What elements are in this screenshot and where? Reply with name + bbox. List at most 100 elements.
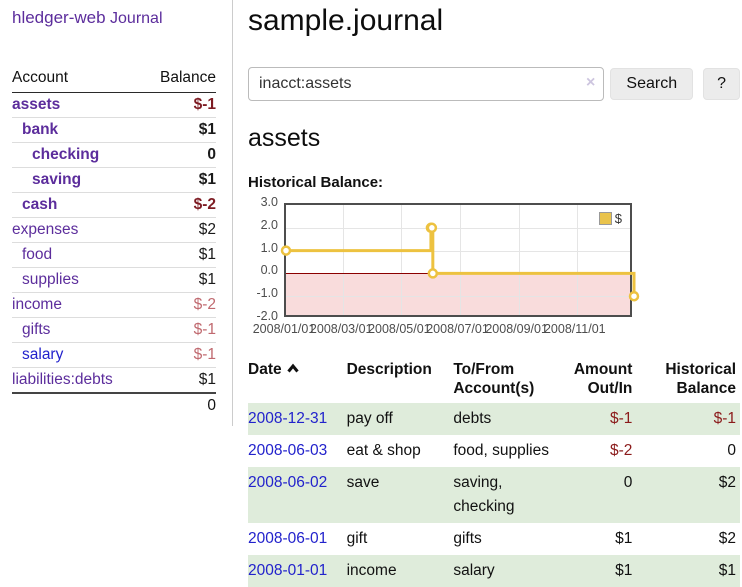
register-balance-cell: $-1 — [713, 409, 736, 427]
account-link[interactable]: gifts — [22, 321, 51, 338]
register-balance-cell: $1 — [718, 561, 736, 579]
gridline — [518, 205, 520, 315]
gridline — [459, 205, 461, 315]
chart-title: Historical Balance: — [248, 174, 384, 191]
sidebar-account-row: saving $1 — [12, 167, 216, 192]
transaction-date-link[interactable]: 2008-12-31 — [248, 409, 328, 427]
register-date-cell: 2008-12-31 — [248, 403, 347, 435]
chart-point — [628, 290, 640, 302]
main-content: sample.journal × Search ? assets Histori… — [248, 0, 740, 587]
account-link[interactable]: cash — [22, 196, 58, 213]
register-balance-cell: $2 — [718, 529, 736, 547]
y-axis-label: -1.0 — [256, 286, 278, 301]
transaction-date-link[interactable]: 2008-06-01 — [248, 529, 328, 547]
y-axis-label: 0.0 — [260, 263, 278, 278]
account-link[interactable]: bank — [22, 121, 59, 138]
gridline — [286, 250, 630, 252]
sidebar-account-row: salary $-1 — [12, 342, 216, 367]
account-link[interactable]: expenses — [12, 221, 79, 238]
sidebar: hledger-web Journal Account Balance asse… — [0, 0, 233, 426]
gridline — [286, 227, 630, 229]
account-link[interactable]: supplies — [22, 271, 79, 288]
chart-point — [426, 222, 438, 234]
account-column-label: Account — [12, 69, 69, 86]
register-balance-cell: 0 — [727, 441, 736, 459]
account-link[interactable]: liabilities:debts — [12, 371, 113, 388]
transaction-date-link[interactable]: 2008-06-03 — [248, 441, 328, 459]
page-title: sample.journal — [248, 4, 444, 37]
register-description-cell: income — [346, 561, 397, 579]
register-description-cell: eat & shop — [346, 441, 421, 459]
account-balance: 0 — [207, 146, 216, 163]
x-axis-label: 2008/07/01 — [426, 322, 489, 336]
chart-legend: $ — [597, 211, 623, 226]
register-amount-cell: $1 — [615, 561, 633, 579]
register-description-cell: gift — [346, 529, 368, 547]
sidebar-account-row: income $-2 — [12, 292, 216, 317]
app-title-link[interactable]: hledger-web — [12, 8, 106, 27]
transaction-date-link[interactable]: 2008-01-01 — [248, 561, 328, 579]
account-balance: $-1 — [193, 346, 216, 363]
register-amount-cell: $-1 — [609, 409, 633, 427]
account-link[interactable]: food — [22, 246, 53, 263]
y-axis-label: 1.0 — [260, 240, 278, 255]
search-help-button[interactable]: ? — [703, 68, 740, 100]
x-axis-label: 2008/03/01 — [309, 322, 373, 336]
transaction-date-link[interactable]: 2008-06-02 — [248, 473, 328, 491]
chart-plot: $ — [280, 203, 640, 317]
account-tree: assets $-1 bank $1 checking 0 saving $1 cash $-2 e… — [12, 93, 216, 394]
account-link[interactable]: income — [12, 296, 62, 313]
account-balance: $2 — [198, 221, 216, 238]
legend-label: $ — [614, 211, 622, 226]
account-tree-total: 0 — [207, 397, 216, 414]
clear-search-icon[interactable]: × — [586, 74, 596, 91]
account-heading: assets — [248, 124, 321, 152]
register-date-cell: 2008-06-02 — [248, 467, 347, 523]
account-balance: $-1 — [193, 321, 216, 338]
account-balance: $1 — [198, 121, 216, 138]
register-accounts-cell: debts — [453, 409, 492, 427]
search-form: × Search ? — [248, 67, 740, 101]
account-link[interactable]: saving — [32, 171, 82, 188]
register-amount-cell: $1 — [615, 529, 633, 547]
account-balance: $-2 — [193, 296, 216, 313]
account-balance: $-1 — [193, 96, 216, 113]
account-link[interactable]: checking — [32, 146, 100, 163]
account-balance: $1 — [198, 371, 216, 388]
x-axis-label: 2008/05/01 — [368, 322, 431, 336]
gridline — [343, 205, 345, 315]
register-accounts-cell: food, supplies — [453, 441, 549, 459]
search-input[interactable] — [248, 67, 605, 101]
gridline — [576, 205, 578, 315]
sidebar-account-row: expenses $2 — [12, 217, 216, 242]
register-table-section: Date Description To/From Account(s) Amou… — [248, 358, 740, 587]
register-accounts-cell: gifts — [453, 529, 482, 547]
gridline — [286, 296, 630, 298]
column-header-description: Description — [346, 361, 432, 378]
gridline — [401, 205, 403, 315]
register-date-cell: 2008-01-01 — [248, 555, 347, 587]
chart-series-svg — [280, 222, 640, 302]
chart-point — [280, 245, 292, 256]
legend-swatch-icon — [598, 212, 612, 225]
sidebar-account-row: liabilities:debts $1 — [12, 367, 216, 394]
account-link[interactable]: salary — [22, 346, 64, 363]
register-description-cell: save — [346, 473, 380, 491]
register-row: 2008-06-03 eat & shop food, supplies $-2 0 — [248, 435, 740, 467]
account-tree-header: Account Balance — [12, 66, 216, 93]
x-axis-label: 2008/09/01 — [485, 322, 548, 336]
register-date-cell: 2008-06-01 — [248, 523, 347, 555]
register-accounts-cell: saving, checking — [453, 473, 515, 515]
sidebar-account-row: bank $1 — [12, 117, 216, 142]
sort-up-icon — [286, 360, 300, 379]
register-row: 2008-01-01 income salary $1 $1 — [248, 554, 740, 587]
search-button[interactable]: Search — [610, 68, 694, 100]
sidebar-item-journal[interactable]: Journal — [110, 10, 163, 27]
account-balance: $1 — [198, 271, 216, 288]
account-link[interactable]: assets — [12, 96, 61, 113]
chart-point — [427, 268, 439, 279]
register-balance-cell: $2 — [718, 473, 736, 491]
column-header-date[interactable]: Date — [248, 358, 347, 403]
register-row: 2008-06-01 gift gifts $1 $2 — [248, 523, 740, 555]
account-balance: $1 — [198, 171, 216, 188]
